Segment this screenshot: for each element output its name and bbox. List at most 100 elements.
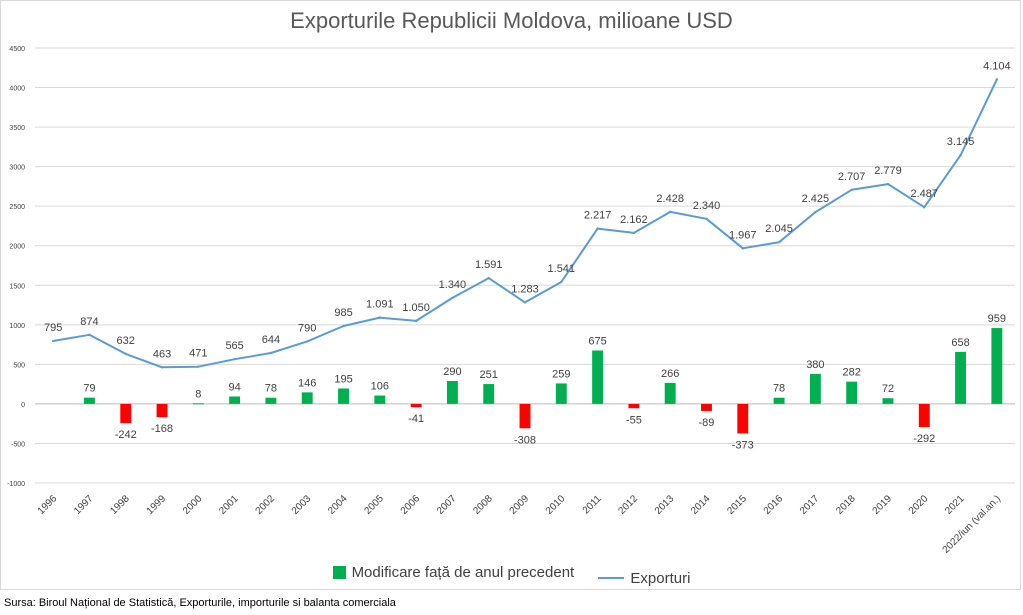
line-point — [88, 333, 91, 336]
x-tick-label: 2004 — [326, 493, 350, 517]
bar-value-label: -242 — [115, 429, 137, 441]
line-point — [451, 296, 454, 300]
x-tick-label: 2014 — [689, 493, 713, 517]
bar-value-label: 78 — [265, 383, 277, 395]
line-value-label: 2.425 — [802, 193, 830, 205]
legend-label-bars: Modificare față de anul precedent — [351, 564, 575, 581]
x-tick-label: 1999 — [145, 493, 169, 517]
legend-item-bars: Modificare față de anul precedent — [332, 564, 575, 581]
x-tick-label: 2003 — [290, 493, 314, 517]
line-point — [342, 324, 345, 328]
bar-value-label: 282 — [842, 367, 860, 379]
line-value-label: 2.217 — [584, 210, 612, 222]
line-point — [414, 319, 418, 323]
line-series-exporturi — [52, 78, 998, 369]
bar-value-label: 266 — [661, 368, 679, 380]
y-tick-label: 4000 — [9, 86, 25, 93]
bar — [229, 396, 241, 404]
x-tick-label: 2021 — [943, 493, 967, 517]
bar-value-label: 94 — [229, 381, 241, 393]
y-tick-label: 500 — [13, 362, 25, 369]
y-tick-label: 3500 — [9, 125, 25, 132]
bar — [592, 350, 604, 404]
x-tick-label: 2008 — [471, 493, 495, 517]
y-tick-label: -1000 — [7, 481, 25, 488]
bar-value-label: 259 — [552, 368, 570, 380]
y-tick-label: 0 — [21, 402, 25, 409]
x-tick-label: 2015 — [725, 493, 749, 517]
bar — [809, 373, 821, 404]
line-point — [741, 247, 744, 250]
bar — [918, 403, 930, 428]
line-value-label: 2.162 — [620, 214, 648, 226]
bar-value-label: 658 — [951, 337, 969, 349]
line-value-label: 2.779 — [874, 165, 902, 177]
legend-swatch-bars — [332, 566, 346, 579]
bar-value-label: 72 — [882, 383, 894, 395]
chart-canvas: -1000 -500 0 500 1000 1500 2000 2500 3000 3500 400… — [7, 46, 1015, 556]
bar-value-label: 146 — [298, 377, 316, 389]
bar-value-label: -89 — [699, 417, 715, 429]
bar — [301, 392, 313, 404]
bar — [483, 384, 495, 404]
line-value-label: 2.428 — [656, 193, 684, 205]
bar-value-label: -292 — [913, 433, 935, 445]
y-tick-label: 2500 — [9, 204, 25, 211]
line-point — [306, 340, 309, 343]
y-tick-label: 3000 — [9, 165, 25, 172]
bar — [882, 398, 894, 404]
line-value-label: 1.541 — [548, 263, 576, 275]
line-point — [160, 366, 164, 369]
line-value-label: 471 — [189, 348, 207, 360]
y-tick-label: 1000 — [9, 323, 25, 330]
bar — [338, 388, 349, 404]
bar-value-label: 195 — [334, 373, 352, 385]
bar-value-label: 79 — [83, 383, 95, 395]
line-point — [850, 188, 853, 192]
x-tick-label: 2017 — [798, 493, 822, 517]
bar-value-label: -308 — [514, 434, 536, 446]
line-point — [705, 217, 708, 221]
legend-item-line: Exporturi — [598, 570, 690, 587]
bar — [410, 403, 422, 408]
line-value-label: 2.707 — [838, 171, 866, 183]
x-tick-label: 2006 — [399, 493, 423, 517]
x-tick-label: 2011 — [581, 493, 604, 516]
line-point — [51, 339, 55, 343]
line-point — [269, 351, 273, 355]
bar — [519, 403, 531, 429]
bar-value-label: -168 — [151, 423, 173, 435]
line-point — [777, 240, 781, 244]
x-tick-label: 2020 — [907, 493, 931, 517]
bar-value-label: -41 — [408, 413, 424, 425]
y-tick-label: 2000 — [9, 244, 25, 251]
line-value-label: 644 — [262, 334, 280, 346]
line-value-label: 565 — [225, 340, 243, 352]
x-tick-label: 2012 — [616, 493, 640, 517]
line-point — [523, 301, 527, 304]
x-tick-label: 1997 — [72, 493, 96, 517]
bar-value-label: 251 — [480, 369, 498, 381]
x-tick-label: 1996 — [36, 493, 60, 517]
bar-value-label: 106 — [371, 381, 389, 393]
line-point — [124, 352, 127, 356]
line-point — [632, 231, 636, 235]
bar-value-label: 675 — [588, 336, 606, 348]
x-tick-label: 2001 — [217, 493, 241, 517]
bar — [374, 395, 386, 404]
bar — [773, 397, 785, 404]
bar — [955, 351, 966, 404]
line-value-label: 1.091 — [366, 299, 394, 311]
chart-frame — [0, 0, 1021, 590]
y-tick-label: 4500 — [9, 46, 25, 53]
line-value-label: 2.045 — [765, 223, 793, 235]
line-value-label: 1.340 — [439, 279, 467, 291]
line-point — [233, 358, 236, 361]
line-point — [923, 206, 926, 209]
bar-value-label: 78 — [773, 383, 785, 395]
source-note: Sursa: Biroul Național de Statistică, Ex… — [4, 597, 396, 609]
x-tick-label: 2009 — [508, 493, 532, 517]
bar-value-label: 8 — [195, 388, 201, 400]
line-point — [886, 182, 890, 186]
line-value-label: 632 — [117, 335, 135, 347]
